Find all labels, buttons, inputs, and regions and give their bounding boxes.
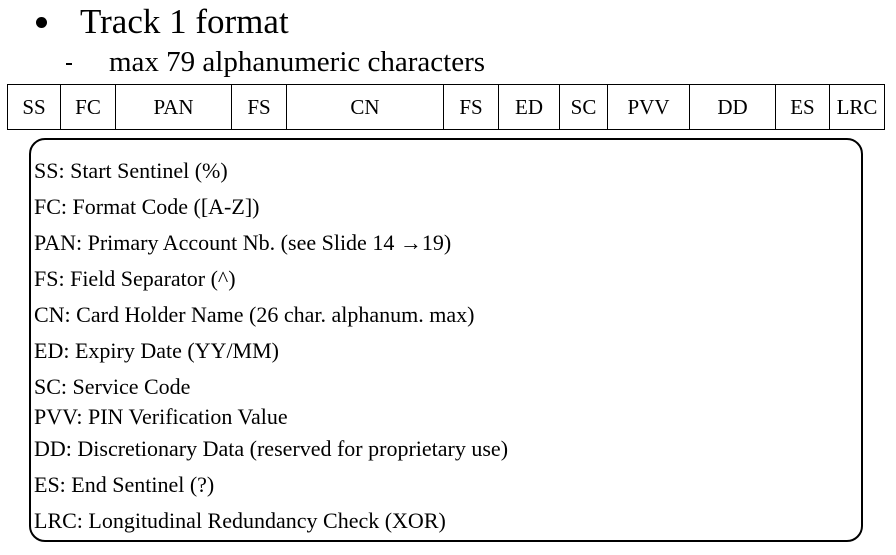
legend-box [29, 138, 863, 542]
heading-title: Track 1 format [80, 2, 289, 41]
bullet-dot-icon [36, 16, 47, 28]
sub-bullet: max 79 alphanumeric characters [66, 44, 485, 80]
heading-subtitle: max 79 alphanumeric characters [109, 46, 486, 78]
field-cell: SS [7, 84, 61, 130]
field-cell: ES [775, 84, 830, 130]
legend-item: FS: Field Separator (^) [34, 266, 236, 291]
legend-item: CN: Card Holder Name (26 char. alphanum.… [34, 302, 475, 327]
field-cell: ED [498, 84, 560, 130]
field-cell: LRC [829, 84, 885, 130]
field-cell: PAN [115, 84, 232, 130]
dash-icon [66, 63, 72, 65]
legend-item: ED: Expiry Date (YY/MM) [34, 338, 280, 363]
legend-item: LRC: Longitudinal Redundancy Check (XOR) [34, 508, 446, 533]
legend-item: SC: Service Code [34, 374, 191, 399]
field-cell: PVV [607, 84, 690, 130]
legend-item: FC: Format Code ([A-Z]) [34, 194, 260, 219]
legend-item: PAN: Primary Account Nb. (see Slide 14 →… [34, 230, 452, 255]
legend-item: SS: Start Sentinel (%) [34, 158, 228, 183]
field-cell: SC [559, 84, 608, 130]
field-cell: FS [231, 84, 287, 130]
field-row: SS FC PAN FS CN FS ED SC PVV DD ES LRC [7, 84, 885, 130]
legend-item: ES: End Sentinel (?) [34, 472, 215, 497]
field-cell: FC [60, 84, 116, 130]
legend-item: DD: Discretionary Data (reserved for pro… [34, 436, 509, 461]
field-cell: DD [689, 84, 776, 130]
field-cell: CN [286, 84, 444, 130]
bullet-heading: Track 1 format [36, 0, 289, 44]
track-fields-table: SS FC PAN FS CN FS ED SC PVV DD ES LRC [7, 84, 885, 130]
field-cell: FS [443, 84, 499, 130]
legend-item: PVV: PIN Verification Value [34, 404, 288, 429]
